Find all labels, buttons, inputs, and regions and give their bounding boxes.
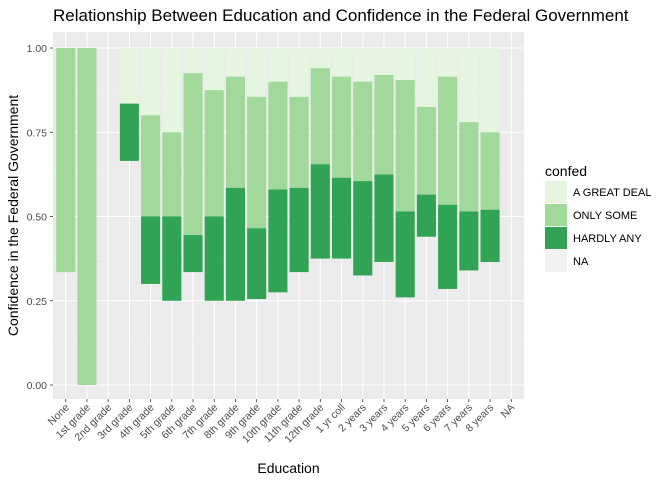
- legend-key: [545, 227, 567, 249]
- y-axis-title: Confidence in the Federal Government: [5, 95, 21, 336]
- legend-label: A GREAT DEAL: [573, 187, 651, 199]
- bar-segment: [374, 174, 394, 262]
- bar-segment: [247, 48, 267, 97]
- bar-segment: [459, 211, 479, 271]
- x-tick-label: NA: [499, 402, 518, 421]
- bar-segment: [141, 48, 161, 116]
- bar-segment: [204, 216, 224, 301]
- bar-segment: [480, 48, 500, 133]
- bar-segment: [416, 194, 436, 237]
- bar-segment: [438, 204, 458, 289]
- bar-segment: [289, 48, 309, 97]
- bar-segment: [395, 48, 415, 81]
- legend-key: [545, 181, 567, 203]
- bar-segment: [141, 115, 161, 217]
- bar-segment: [395, 80, 415, 212]
- bar-segment: [310, 164, 330, 259]
- bar-segment: [268, 189, 288, 293]
- bar-segment: [459, 48, 479, 123]
- bar-segment: [459, 122, 479, 212]
- bar-segment: [247, 96, 267, 229]
- legend-label: NA: [573, 256, 589, 268]
- bar-segment: [247, 228, 267, 300]
- bar-segment: [289, 96, 309, 188]
- bar-segment: [374, 74, 394, 175]
- bar-segment: [183, 48, 203, 74]
- y-tick-label: 0.00: [27, 380, 48, 392]
- bar-segment: [310, 48, 330, 69]
- chart-title: Relationship Between Education and Confi…: [53, 6, 629, 25]
- bar-segment: [162, 216, 182, 301]
- x-axis-title: Education: [257, 460, 319, 476]
- legend-key: [545, 250, 567, 272]
- y-axis-ticks: 0.00 0.25 0.50 0.75 1.00: [27, 43, 53, 392]
- bar-segment: [353, 81, 373, 182]
- legend: confed A GREAT DEAL ONLY SOME HARDLY ANY NA: [545, 163, 651, 272]
- bar-segment: [289, 187, 309, 273]
- legend-label: ONLY SOME: [573, 210, 637, 222]
- bar-segment: [77, 48, 97, 385]
- bar-segment: [141, 216, 161, 284]
- y-tick-label: 0.50: [27, 212, 48, 224]
- bar-segment: [438, 76, 458, 205]
- bar-segment: [162, 48, 182, 133]
- bar-segment: [438, 48, 458, 77]
- bar-segment: [268, 48, 288, 82]
- bar-segment: [416, 48, 436, 107]
- bar-segment: [331, 76, 352, 178]
- y-tick-label: 0.75: [27, 127, 48, 139]
- bar-segment: [225, 76, 246, 188]
- bar-segment: [56, 48, 76, 273]
- bars: [56, 48, 500, 385]
- bar-segment: [331, 48, 352, 77]
- bar-segment: [119, 48, 139, 104]
- bar-segment: [225, 187, 246, 301]
- bar-segment: [162, 132, 182, 217]
- bar-segment: [374, 48, 394, 75]
- bar-segment: [204, 90, 224, 217]
- bar-segment: [183, 73, 203, 236]
- bar-segment: [353, 48, 373, 82]
- bar-segment: [480, 132, 500, 210]
- bar-segment: [119, 103, 139, 161]
- bar-segment: [204, 48, 224, 91]
- bar-segment: [331, 177, 352, 259]
- legend-key: [545, 204, 567, 226]
- legend-label: HARDLY ANY: [573, 233, 642, 245]
- bar-segment: [353, 181, 373, 276]
- bar-segment: [268, 81, 288, 190]
- bar-segment: [416, 106, 436, 195]
- bar-segment: [310, 68, 330, 165]
- bar-segment: [225, 48, 246, 77]
- legend-title: confed: [545, 163, 587, 179]
- bar-segment: [395, 211, 415, 298]
- bar-segment: [183, 235, 203, 273]
- bar-segment: [480, 209, 500, 262]
- y-tick-label: 1.00: [27, 43, 48, 55]
- y-tick-label: 0.25: [27, 296, 48, 308]
